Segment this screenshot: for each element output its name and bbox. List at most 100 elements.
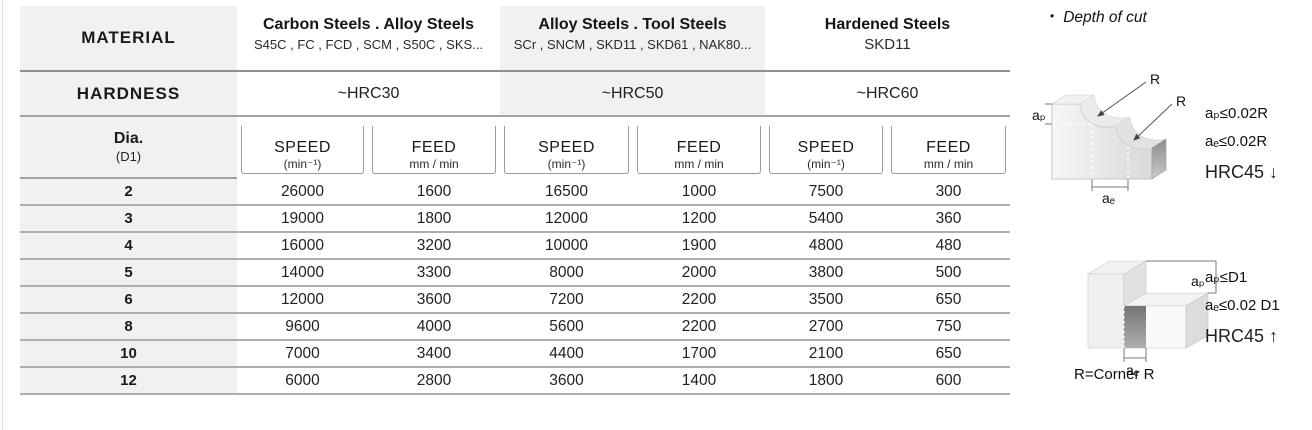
speed-value: 10000 (500, 233, 633, 260)
speed-label: SPEED (274, 138, 331, 156)
radius-label-bottom: R (1176, 93, 1186, 109)
material-group-alloy: Alloy Steels . Tool Steels SCr , SNCM , … (500, 6, 765, 72)
feed-value: 1000 (633, 179, 765, 206)
hardness-alloy: ~HRC50 (500, 72, 765, 117)
corner-r-note: R=Corner R (1074, 366, 1155, 383)
feed-value: 2800 (368, 368, 500, 395)
diameter-header-label: Dia. (113, 130, 144, 147)
bullet-icon: • (1050, 9, 1055, 23)
hardness-header: HARDNESS (20, 72, 237, 117)
feed-value: 650 (887, 287, 1010, 314)
dia-value: 10 (20, 341, 237, 368)
speed-value: 6000 (237, 368, 368, 395)
speed-value: 9600 (237, 314, 368, 341)
speed-value: 7000 (237, 341, 368, 368)
dia-value: 4 (20, 233, 237, 260)
speed-value: 7200 (500, 287, 633, 314)
feed-value: 4000 (368, 314, 500, 341)
feed-value: 1600 (368, 179, 500, 206)
speed-unit: (min⁻¹) (283, 156, 322, 171)
ap-dimension-label: aₚ (1191, 273, 1205, 289)
hardness-value: ~HRC60 (856, 84, 919, 102)
dia-value: 3 (20, 206, 237, 233)
speed-value: 14000 (237, 260, 368, 287)
feed-value: 1200 (633, 206, 765, 233)
scallop-cut-conditions: aₚ≤0.02R aₑ≤0.02R HRC45 ↓ (1205, 100, 1278, 186)
speed-value: 2700 (765, 314, 887, 341)
group-grades: S45C , FC , FCD , SCM , S50C , SKS... (254, 37, 483, 52)
header-box (891, 126, 1006, 174)
speed-header-hardened: SPEED (min⁻¹) (765, 117, 887, 179)
depth-of-cut-title: • Depth of cut (1050, 9, 1147, 27)
feed-unit: mm / min (923, 156, 974, 171)
feed-value: 1900 (633, 233, 765, 260)
step-cut-diagram: aₚ aₑ (1086, 260, 1217, 378)
speed-value: 1800 (765, 368, 887, 395)
feed-value: 600 (887, 368, 1010, 395)
material-header-label: MATERIAL (81, 28, 176, 47)
group-name: Hardened Steels (824, 16, 951, 33)
header-box (637, 126, 761, 174)
hardness-condition: HRC45 ↑ (1205, 326, 1279, 346)
speed-value: 2100 (765, 341, 887, 368)
ae-condition: aₑ≤0.02 D1 (1205, 297, 1280, 314)
cutting-conditions-table: MATERIAL Carbon Steels . Alloy Steels S4… (20, 6, 1010, 395)
feed-header-alloy: FEED mm / min (633, 117, 765, 179)
header-box (241, 126, 364, 174)
ap-condition: aₚ≤0.02R (1205, 105, 1269, 122)
feed-header-carbon: FEED mm / min (368, 117, 500, 179)
feed-header-hardened: FEED mm / min (887, 117, 1010, 179)
feed-value: 750 (887, 314, 1010, 341)
feed-value: 1800 (368, 206, 500, 233)
feed-unit: mm / min (674, 156, 724, 171)
feed-value: 2200 (633, 287, 765, 314)
header-box (372, 126, 496, 174)
speed-value: 7500 (765, 179, 887, 206)
speed-value: 8000 (500, 260, 633, 287)
feed-label: FEED (676, 138, 722, 156)
hardness-value: ~HRC50 (601, 84, 664, 102)
header-box (504, 126, 629, 174)
speed-value: 12000 (500, 206, 633, 233)
feed-value: 3200 (368, 233, 500, 260)
speed-value: 5600 (500, 314, 633, 341)
feed-value: 300 (887, 179, 1010, 206)
feed-label: FEED (926, 138, 971, 156)
feed-value: 2000 (633, 260, 765, 287)
feed-value: 1700 (633, 341, 765, 368)
dia-value: 6 (20, 287, 237, 314)
ap-condition: aₚ≤D1 (1205, 269, 1248, 286)
speed-label: SPEED (538, 138, 595, 156)
group-grades: SKD11 (864, 36, 911, 53)
speed-value: 4800 (765, 233, 887, 260)
dia-value: 2 (20, 179, 237, 206)
speed-value: 5400 (765, 206, 887, 233)
hardness-header-label: HARDNESS (76, 83, 181, 103)
speed-header-carbon: SPEED (min⁻¹) (237, 117, 368, 179)
speed-value: 3600 (500, 368, 633, 395)
ae-dimension-label: aₑ (1102, 190, 1115, 206)
feed-value: 3300 (368, 260, 500, 287)
speed-value: 3500 (765, 287, 887, 314)
hardness-value: ~HRC30 (337, 84, 400, 102)
ae-dimension-label: aₑ (1126, 362, 1139, 378)
feed-value: 2200 (633, 314, 765, 341)
ap-dimension-label: aₚ (1032, 107, 1046, 123)
material-group-hardened: Hardened Steels SKD11 (765, 6, 1010, 72)
ae-condition: aₑ≤0.02R (1205, 133, 1268, 150)
hardness-hardened: ~HRC60 (765, 72, 1010, 117)
speed-value: 16500 (500, 179, 633, 206)
dia-value: 12 (20, 368, 237, 395)
material-group-carbon: Carbon Steels . Alloy Steels S45C , FC ,… (237, 6, 500, 72)
feed-label: FEED (411, 138, 457, 156)
group-name: Alloy Steels . Tool Steels (538, 16, 727, 33)
header-box (769, 126, 883, 174)
scallop-cut-diagram: aₚ R R aₑ (1032, 71, 1186, 206)
diameter-header: Dia. (D1) (20, 117, 237, 179)
group-name: Carbon Steels . Alloy Steels (262, 16, 475, 33)
feed-value: 1400 (633, 368, 765, 395)
speed-value: 3800 (765, 260, 887, 287)
hardness-condition: HRC45 ↓ (1205, 162, 1279, 182)
feed-value: 500 (887, 260, 1010, 287)
hardness-carbon: ~HRC30 (237, 72, 500, 117)
